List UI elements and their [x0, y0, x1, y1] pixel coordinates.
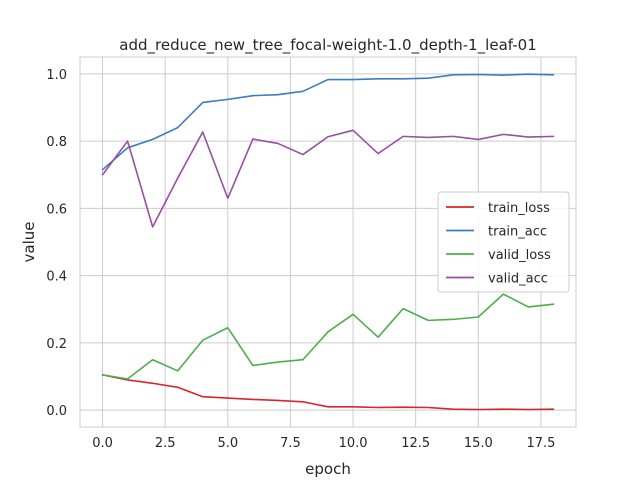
- y-tick-label: 0.2: [46, 337, 67, 352]
- chart-title: add_reduce_new_tree_focal-weight-1.0_dep…: [119, 36, 536, 55]
- legend-label-train-acc: train_acc: [488, 225, 547, 240]
- x-tick-label: 7.5: [280, 436, 301, 451]
- legend-label-train-loss: train_loss: [488, 201, 550, 216]
- legend-label-valid-acc: valid_acc: [488, 272, 548, 287]
- y-tick-label: 0.0: [46, 404, 67, 419]
- x-tick-label: 2.5: [155, 436, 176, 451]
- x-tick-label: 17.5: [526, 436, 555, 451]
- y-tick-label: 0.6: [46, 202, 67, 217]
- x-tick-label: 12.5: [401, 436, 430, 451]
- y-axis: 0.0 0.2 0.4 0.6 0.8 1.0: [46, 68, 67, 419]
- x-tick-label: 5.0: [217, 436, 238, 451]
- x-axis: 0.0 2.5 5.0 7.5 10.0 12.5 15.0 17.5: [92, 436, 555, 451]
- series-line-train-loss: [101, 374, 555, 411]
- series-layer: [101, 73, 555, 411]
- x-axis-title: epoch: [305, 460, 351, 478]
- series-line-valid-acc: [101, 129, 555, 228]
- legend-label-valid-loss: valid_loss: [488, 248, 551, 263]
- y-tick-label: 0.8: [46, 135, 67, 150]
- x-tick-label: 15.0: [464, 436, 493, 451]
- y-tick-label: 0.4: [46, 270, 67, 285]
- legend-box: [437, 191, 570, 293]
- series-line-train-acc: [101, 73, 555, 171]
- x-tick-label: 0.0: [92, 436, 113, 451]
- series-line-valid-loss: [101, 293, 555, 380]
- x-tick-label: 10.0: [339, 436, 368, 451]
- y-tick-label: 1.0: [46, 68, 67, 83]
- y-axis-title: value: [20, 222, 38, 263]
- legend: train_loss train_acc valid_loss valid_acc: [437, 191, 570, 293]
- plot-frame: [79, 56, 577, 428]
